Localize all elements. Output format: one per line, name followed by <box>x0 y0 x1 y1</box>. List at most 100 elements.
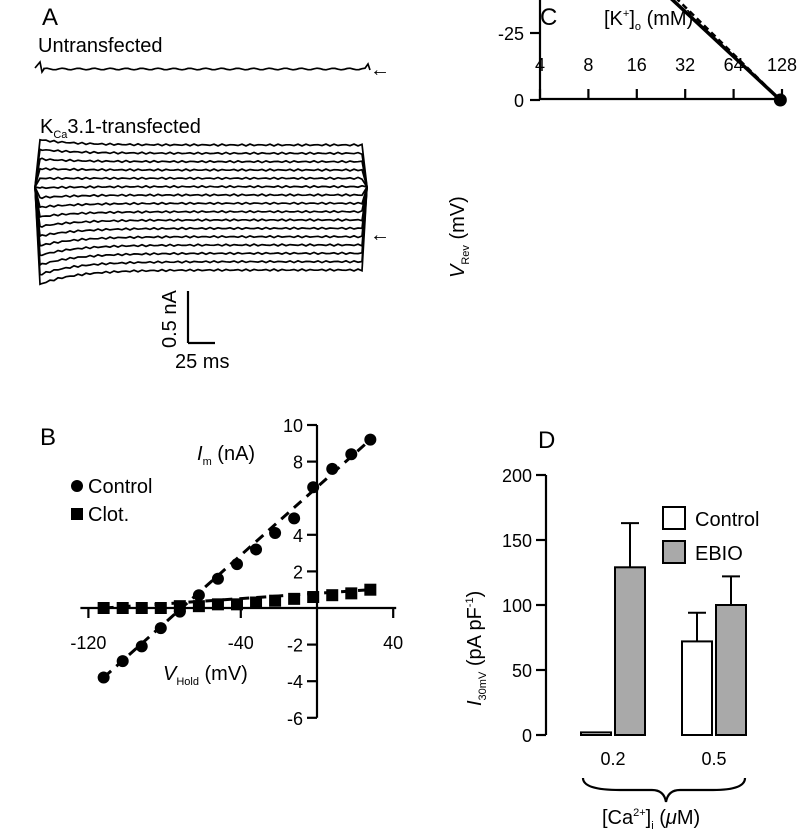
b-control-point <box>307 481 320 494</box>
transfected-traces <box>34 138 368 286</box>
b-series <box>97 433 377 684</box>
scale-bar: 0.5 nA 25 ms <box>159 290 229 373</box>
c-x-tick-label: 128 <box>767 55 797 75</box>
c-ylabel-main: V <box>447 263 469 278</box>
transfected-label: KCa3.1-transfected <box>40 116 201 141</box>
d-control-bar <box>681 640 713 737</box>
d-legend-control-label: Control <box>695 509 759 531</box>
transfected-label-pre: K <box>40 116 54 138</box>
b-control-point <box>116 655 129 668</box>
b-control-point <box>97 671 110 684</box>
transfected-sweep <box>34 186 368 238</box>
c-ylabel-unit: (mV) <box>447 196 469 245</box>
d-xlabel-unit-mu: μ <box>665 807 677 829</box>
panel-a-current-traces: Untransfected KCa3.1-transfected ← ← 0.5… <box>34 35 390 373</box>
b-control-point <box>269 526 282 539</box>
d-y-tick-label: 50 <box>512 661 532 681</box>
b-legend-clot-marker <box>71 508 83 520</box>
b-legend-control-label: Control <box>88 476 152 498</box>
d-legend-control-swatch <box>662 506 686 530</box>
d-xlabel-unit-pre: ( <box>654 807 667 829</box>
c-data-point <box>773 93 787 107</box>
d-ylabel-unit-post: ) <box>464 591 486 598</box>
b-control-point <box>288 512 301 525</box>
transfected-sweep <box>34 186 368 257</box>
b-y-tick-label: 10 <box>283 416 303 436</box>
b-clot-point <box>250 596 263 609</box>
b-control-point <box>135 640 148 653</box>
d-ylabel-sub: 30mV <box>477 671 489 700</box>
b-clot-point <box>192 600 205 613</box>
b-clot-point <box>97 602 110 614</box>
panel-label-c: C <box>540 4 557 31</box>
b-clot-point <box>326 589 339 602</box>
c-x-axis-label: [K+]o (mM) <box>604 8 693 33</box>
panel-label-d: D <box>538 427 555 454</box>
b-control-point <box>211 572 224 585</box>
c-xlabel-mid: ] <box>629 8 635 30</box>
d-ebio-bar <box>614 566 646 736</box>
scale-bar-time-label: 25 ms <box>175 351 229 373</box>
b-xlabel-sub: Hold <box>176 676 199 688</box>
b-ylabel-main: I <box>197 443 203 465</box>
b-ylabel-sub: m <box>203 456 212 468</box>
d-y-tick-label: 200 <box>502 466 532 486</box>
d-legend-ebio-label: EBIO <box>695 543 743 565</box>
d-xlabel-sub: i <box>651 820 653 831</box>
transfected-sweep <box>34 186 368 247</box>
panel-label-b: B <box>40 424 56 451</box>
d-legend: Control EBIO <box>662 506 759 565</box>
scale-bar-current-label: 0.5 nA <box>159 290 181 348</box>
b-clot-point <box>230 598 243 611</box>
transfected-sweep <box>34 138 368 188</box>
d-x-axis-label: [Ca2+]i (μM) <box>602 807 700 831</box>
c-xlabel-sub: o <box>635 21 641 33</box>
b-y-tick-label: -2 <box>287 636 303 656</box>
b-clot-point <box>135 602 148 614</box>
d-ticks: 0 50 100 150 200 <box>502 466 546 746</box>
c-y-tick-label: 0 <box>514 91 524 111</box>
c-fit-line <box>670 0 782 102</box>
b-legend-clot-label: Clot. <box>88 504 129 526</box>
d-ylabel-unit-pre: (pA pF <box>464 607 486 671</box>
b-clot-point <box>307 591 320 604</box>
b-clot-point <box>269 594 282 607</box>
d-ebio-bar <box>715 604 747 736</box>
d-ylabel-main: I <box>464 700 486 706</box>
c-y-axis-label: VRev (mV) <box>447 196 472 278</box>
untransfected-sweep <box>34 60 371 75</box>
transfected-arrow-icon: ← <box>370 224 390 246</box>
transfected-sweep <box>34 186 368 267</box>
b-x-axis-label: VHold (mV) <box>163 663 248 688</box>
b-x-tick-label: 40 <box>383 633 403 653</box>
d-bars: 0.2 0.5 <box>580 522 747 769</box>
b-control-point <box>154 622 167 635</box>
b-clot-point <box>154 602 167 614</box>
b-y-tick-label: -6 <box>287 709 303 729</box>
c-x-tick-label: 8 <box>583 55 593 75</box>
c-xlabel-unit: (mM) <box>641 8 693 30</box>
c-series <box>670 0 787 107</box>
d-y-axis-label: I30mV (pA pF-1) <box>464 591 489 706</box>
untransfected-arrow-icon: ← <box>370 59 390 81</box>
c-x-tick-label: 4 <box>535 55 545 75</box>
transfected-sweep <box>34 184 368 190</box>
d-xlabel-unit-post: M) <box>677 807 700 829</box>
b-y-tick-label: 4 <box>293 526 303 546</box>
b-xlabel-unit: (mV) <box>199 663 248 685</box>
b-clot-fit-line <box>103 588 371 610</box>
transfected-sweep <box>34 176 368 188</box>
transfected-sweep <box>34 167 368 188</box>
d-legend-ebio-swatch <box>662 540 686 564</box>
d-y-tick-label: 100 <box>502 596 532 616</box>
b-clot-point <box>211 598 224 611</box>
b-control-point <box>230 558 243 571</box>
b-clot-point <box>173 600 186 613</box>
untransfected-label: Untransfected <box>38 35 163 57</box>
transfected-sweep <box>34 148 368 188</box>
b-clot-point <box>116 602 129 614</box>
transfected-sweep <box>34 186 368 276</box>
b-y-tick-label: 8 <box>293 453 303 473</box>
